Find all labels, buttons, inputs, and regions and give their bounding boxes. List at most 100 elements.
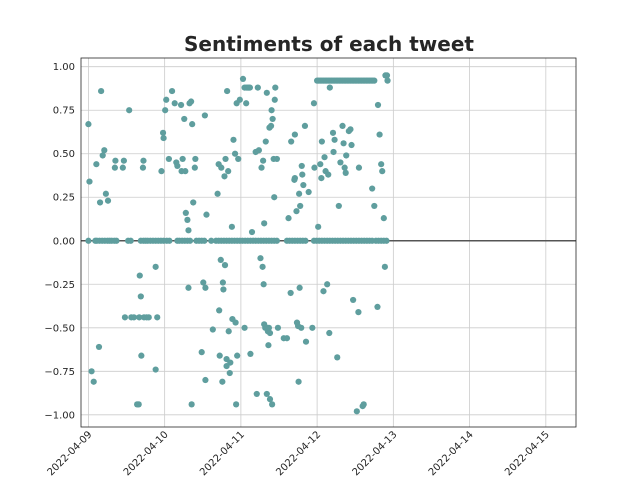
x-tick-label: 2022-04-09: [46, 429, 95, 478]
data-point: [334, 354, 341, 361]
data-point: [95, 343, 103, 351]
data-point: [221, 262, 229, 269]
data-point: [266, 329, 274, 337]
data-point: [296, 190, 303, 197]
data-point: [188, 98, 195, 105]
data-point: [255, 147, 262, 154]
data-point: [318, 174, 325, 182]
data-point: [231, 150, 239, 157]
data-point: [272, 84, 279, 91]
data-point: [274, 324, 282, 331]
data-point: [339, 122, 346, 129]
data-point: [182, 209, 189, 217]
data-point: [325, 171, 332, 178]
data-point: [219, 279, 226, 286]
x-tick-label: 2022-04-11: [198, 429, 247, 478]
y-tick-label: 0.25: [53, 193, 75, 204]
data-point: [239, 75, 247, 82]
data-point: [248, 228, 256, 236]
data-point: [317, 161, 324, 168]
data-point: [355, 164, 363, 171]
data-point: [342, 169, 349, 176]
data-point: [260, 157, 267, 164]
y-tick-label: 0.75: [53, 106, 75, 117]
data-point: [99, 152, 106, 159]
data-point: [168, 87, 176, 95]
plot-frame: [80, 57, 577, 428]
data-point: [299, 171, 306, 178]
data-point: [179, 155, 186, 163]
data-point: [127, 237, 134, 244]
data-point: [192, 155, 199, 163]
data-point: [268, 107, 275, 114]
data-point: [185, 284, 192, 291]
data-point: [374, 303, 381, 311]
data-point: [353, 408, 360, 415]
data-point: [185, 227, 192, 234]
data-point: [158, 168, 165, 175]
data-point: [227, 359, 234, 366]
data-point: [340, 140, 347, 147]
data-point: [154, 314, 161, 321]
data-point: [160, 134, 167, 142]
data-point: [269, 401, 276, 408]
data-point: [111, 164, 118, 171]
data-point: [329, 129, 337, 136]
data-point: [136, 314, 143, 321]
data-point: [267, 122, 275, 129]
data-point: [198, 349, 205, 356]
data-point: [225, 168, 232, 175]
data-point: [261, 220, 268, 227]
data-point: [374, 101, 382, 109]
x-tick-label: 2022-04-12: [274, 429, 323, 478]
data-point: [381, 263, 388, 270]
data-point: [216, 307, 223, 314]
data-point: [166, 237, 173, 244]
data-point: [263, 89, 270, 96]
y-tick-label: 0.50: [53, 149, 75, 160]
data-point: [384, 77, 391, 84]
data-point: [335, 202, 342, 210]
data-point: [138, 352, 145, 359]
data-point: [233, 401, 240, 408]
data-point: [326, 84, 333, 91]
x-tick-label: 2022-04-10: [122, 429, 171, 478]
data-point: [140, 157, 147, 164]
data-point: [139, 164, 147, 171]
data-point: [224, 87, 231, 95]
data-point: [235, 155, 242, 163]
data-point: [200, 279, 207, 286]
data-point: [300, 181, 307, 189]
data-point: [177, 101, 185, 109]
data-point: [347, 126, 354, 133]
data-point: [112, 157, 119, 164]
data-point: [217, 256, 224, 264]
data-point: [85, 237, 92, 244]
data-point: [298, 324, 305, 331]
x-tick-label: 2022-04-13: [351, 429, 400, 478]
data-points: [85, 72, 391, 415]
data-point: [324, 281, 331, 288]
data-point: [305, 188, 312, 196]
data-point: [201, 112, 208, 119]
data-point: [350, 296, 357, 304]
data-point: [383, 237, 390, 244]
chart-title: Sentiments of each tweet: [184, 32, 474, 56]
data-point: [191, 164, 198, 171]
data-point: [190, 199, 197, 206]
data-point: [301, 122, 309, 129]
data-point: [163, 96, 170, 103]
y-tick-label: 1.00: [53, 62, 75, 73]
data-point: [269, 115, 276, 123]
data-point: [121, 314, 129, 321]
data-point: [321, 154, 328, 161]
data-point: [182, 168, 189, 175]
data-point: [162, 107, 169, 114]
data-point: [246, 84, 253, 91]
data-point: [202, 284, 209, 291]
data-point: [337, 159, 344, 166]
data-point: [266, 396, 274, 403]
y-tick-label: −0.50: [44, 323, 75, 334]
x-tick-labels: 2022-04-09 2022-04-10 2022-04-11 2022-04-12…: [46, 429, 552, 478]
